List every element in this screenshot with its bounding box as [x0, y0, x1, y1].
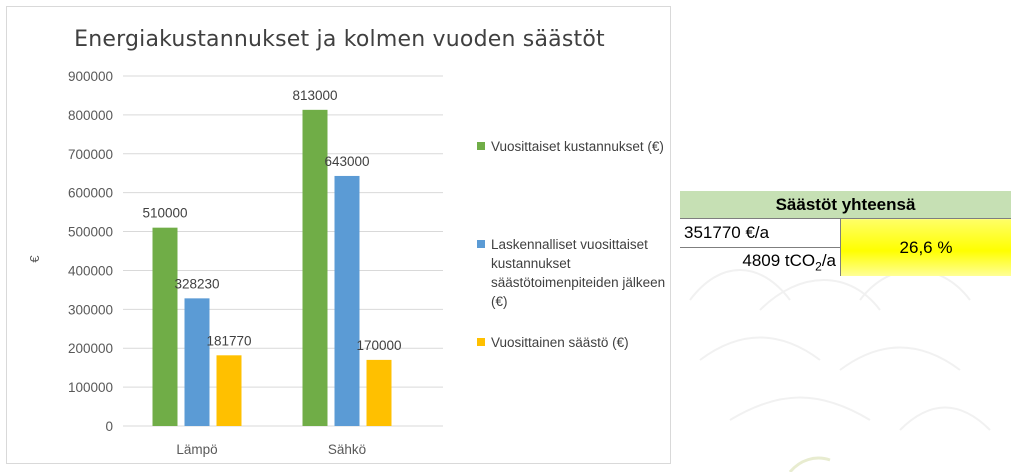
bar	[366, 359, 392, 426]
co2-savings-suffix: /a	[821, 250, 836, 270]
y-tick-label: 0	[105, 419, 113, 434]
bar	[152, 227, 178, 426]
percent-savings-value: 26,6 %	[899, 237, 953, 257]
percent-savings-cell: 26,6 %	[840, 218, 1011, 276]
legend-item: Vuosittaiset kustannukset (€)	[477, 137, 669, 156]
data-label: 510000	[142, 206, 187, 221]
euro-savings-value: 351770 €/a	[684, 223, 770, 242]
legend-label: Vuosittaiset kustannukset (€)	[491, 139, 664, 154]
y-tick-label: 200000	[68, 341, 113, 356]
chart-panel: Energiakustannukset ja kolmen vuoden sää…	[6, 6, 671, 464]
bar	[302, 109, 328, 426]
legend-swatch	[477, 240, 485, 248]
y-tick-label: 800000	[68, 108, 113, 123]
co2-savings-prefix: 4809 tCO	[742, 250, 816, 270]
savings-summary-table: Säästöt yhteensä 351770 €/a 26,6 % 4809 …	[680, 191, 1011, 276]
data-label: 813000	[292, 88, 337, 103]
data-label: 181770	[206, 333, 251, 348]
y-tick-label: 900000	[68, 69, 113, 84]
y-tick-label: 700000	[68, 147, 113, 162]
bar-chart: 900000 800000 700000 600000 500000 400000 3000…	[27, 69, 443, 457]
bar	[334, 175, 360, 426]
x-tick-label: Lämpö	[176, 442, 217, 457]
legend-swatch	[477, 142, 485, 150]
data-label: 328230	[174, 276, 219, 291]
y-tick-label: 400000	[68, 263, 113, 278]
legend-label: Laskennalliset vuosittaiset kustannukset…	[491, 237, 666, 309]
y-tick-label: 300000	[68, 302, 113, 317]
legend-item: Laskennalliset vuosittaiset kustannukset…	[477, 235, 669, 311]
chart-title: Energiakustannukset ja kolmen vuoden sää…	[74, 27, 605, 52]
legend-label: Vuosittainen säästö (€)	[491, 335, 629, 350]
y-axis-label: €	[27, 255, 42, 263]
y-tick-label: 500000	[68, 225, 113, 240]
co2-savings-sub: 2	[815, 259, 822, 274]
y-tick-label: 600000	[68, 186, 113, 201]
euro-savings-cell: 351770 €/a	[680, 218, 841, 248]
legend-swatch	[477, 338, 485, 346]
data-label: 643000	[324, 154, 369, 169]
co2-savings-cell: 4809 tCO2/a	[680, 247, 841, 276]
x-tick-label: Sähkö	[328, 442, 366, 457]
bar	[184, 298, 210, 426]
bar	[216, 355, 242, 426]
summary-header: Säästöt yhteensä	[680, 191, 1011, 219]
y-tick-label: 100000	[68, 380, 113, 395]
data-label: 170000	[356, 338, 401, 353]
legend-item: Vuosittainen säästö (€)	[477, 333, 669, 352]
